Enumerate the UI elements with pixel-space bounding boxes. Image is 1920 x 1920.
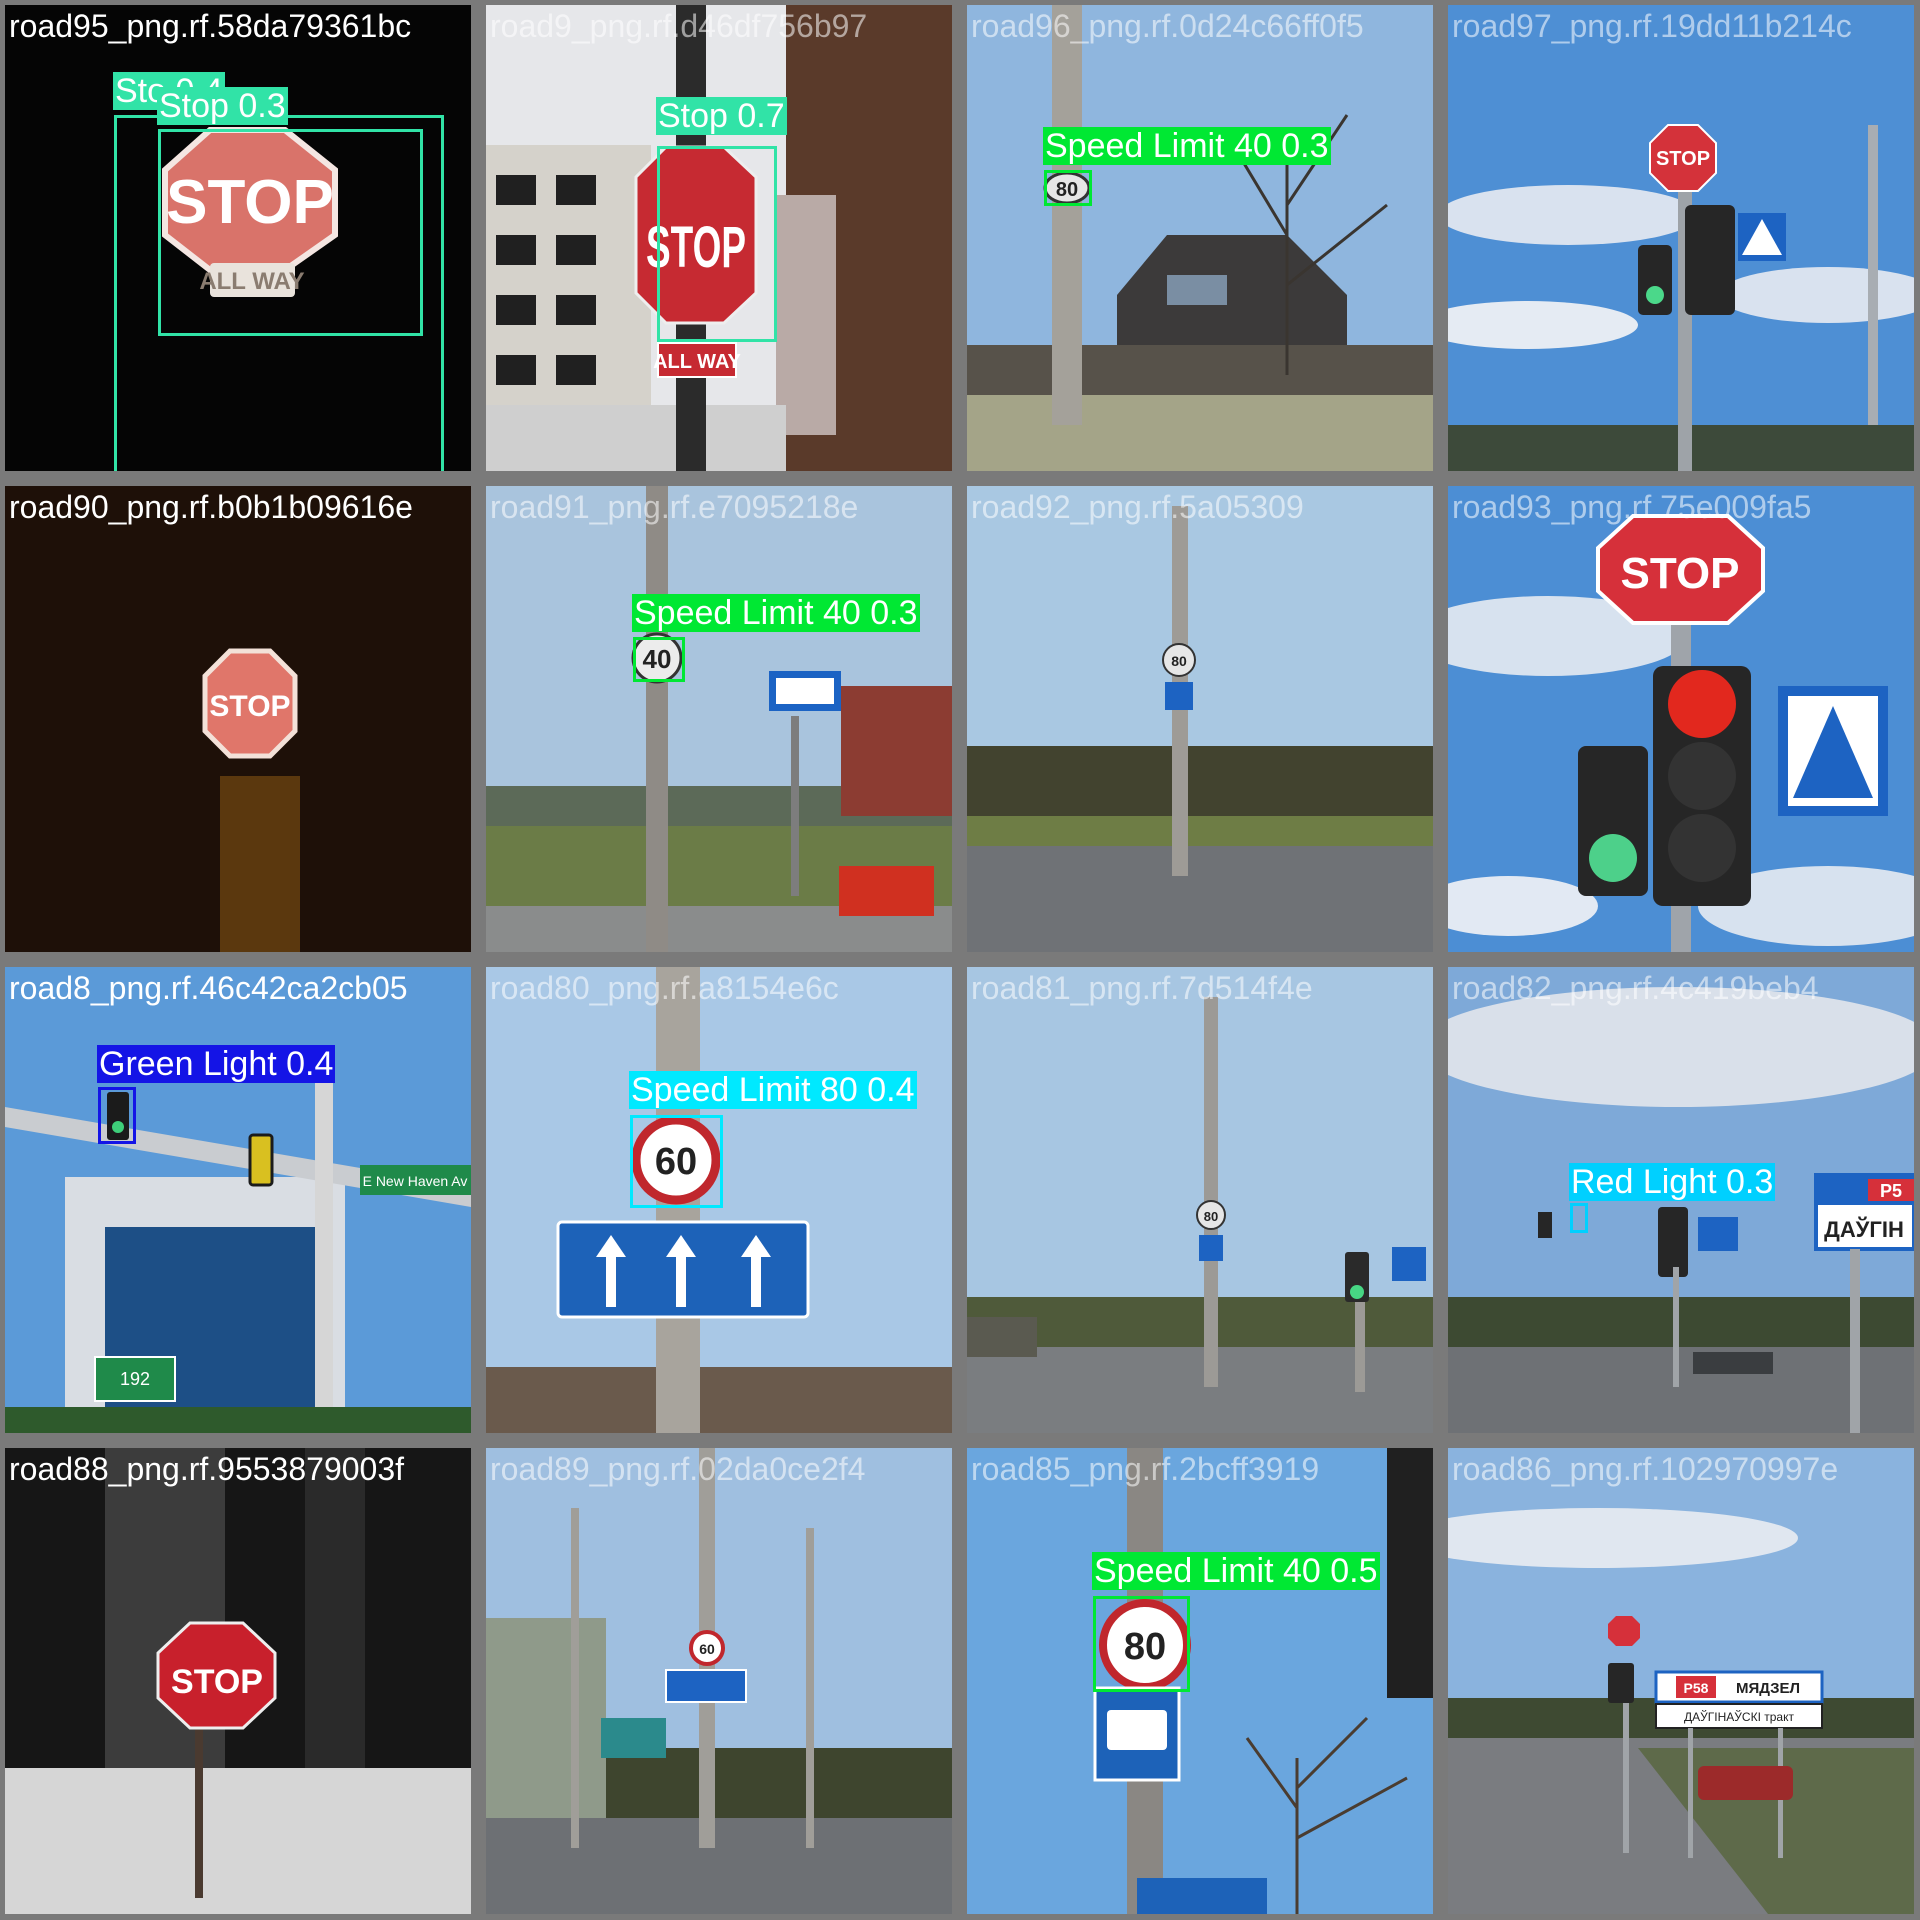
tile-road88: STOP road88_png.rf.9553879003f bbox=[5, 1448, 471, 1914]
tile-road80: 60 Speed Limit 80 0.4 road80_png.rf.a815… bbox=[486, 967, 952, 1433]
scene-80-text: 80 bbox=[1171, 653, 1187, 669]
tile-image: 40 bbox=[486, 486, 952, 952]
detection-box-speed-limit-40 bbox=[633, 637, 685, 682]
scene-40-text: 40 bbox=[643, 644, 672, 674]
tile-image: STOP bbox=[5, 486, 471, 952]
detection-label: Stop 0.7 bbox=[656, 97, 787, 135]
scene-stop-text: STOP bbox=[171, 1663, 263, 1701]
scene-cyr-myadzel-text: МЯДЗЕЛ bbox=[1736, 1680, 1800, 1697]
detection-box-speed-limit-40 bbox=[1044, 170, 1092, 206]
scene-stop-text: STOP bbox=[1620, 549, 1739, 598]
tile-road81: 80 road81_png.rf.7d514f4e bbox=[967, 967, 1433, 1433]
tile-road8: E New Haven Av 192 Green Light 0.4 road8… bbox=[5, 967, 471, 1433]
detection-label: Speed Limit 80 0.4 bbox=[629, 1071, 917, 1109]
tile-road85: 80 Speed Limit 40 0.5 road85_png.rf.2bcf… bbox=[967, 1448, 1433, 1914]
tile-image: 80 bbox=[967, 1448, 1433, 1914]
tile-road95: STOP ALL WAY Sto 0.4 Stop 0.3 road95_png… bbox=[5, 5, 471, 471]
tile-image: 60 bbox=[486, 1448, 952, 1914]
detection-label: Speed Limit 40 0.3 bbox=[632, 594, 920, 632]
tile-road92: 80 road92_png.rf.5a05309 bbox=[967, 486, 1433, 952]
scene-stop-text: STOP bbox=[166, 168, 334, 237]
scene-cyr-daugin-trakt-text: ДАЎГІНАЎСКІ тракт bbox=[1684, 1709, 1794, 1724]
scene-all-way-text: ALL WAY bbox=[653, 351, 741, 373]
detection-box-stop bbox=[158, 129, 423, 336]
detection-box-red-light bbox=[1570, 1203, 1588, 1233]
tile-image: STOP bbox=[1448, 5, 1914, 471]
scene-route-p58-text: P58 bbox=[1684, 1680, 1709, 1696]
scene-stop-text: STOP bbox=[646, 215, 746, 280]
scene-80-text: 80 bbox=[1204, 1209, 1218, 1224]
tile-road82: P5 ДАЎГІН Red Light 0.3 road82_png.rf.4c… bbox=[1448, 967, 1914, 1433]
detection-label: Speed Limit 40 0.3 bbox=[1043, 127, 1331, 165]
scene-60-text: 60 bbox=[699, 1641, 715, 1657]
scene-80-text: 80 bbox=[1056, 179, 1078, 201]
detection-box-stop bbox=[657, 146, 777, 342]
tile-image: STOP ALL WAY bbox=[486, 5, 952, 471]
tile-road93: STOP road93_png.rf.75e009fa5 bbox=[1448, 486, 1914, 952]
detection-label: Green Light 0.4 bbox=[97, 1045, 336, 1083]
scene-stop-text: STOP bbox=[209, 690, 290, 723]
detection-box-green-light bbox=[98, 1087, 136, 1144]
tile-image: STOP bbox=[5, 1448, 471, 1914]
tile-road9: STOP ALL WAY Stop 0.7 road9_png.rf.d46df… bbox=[486, 5, 952, 471]
tile-road97: STOP road97_png.rf.19dd11b214c bbox=[1448, 5, 1914, 471]
scene-80-text: 80 bbox=[1124, 1626, 1166, 1668]
tile-image: 80 bbox=[967, 5, 1433, 471]
tile-road89: 60 road89_png.rf.02da0ce2f4 bbox=[486, 1448, 952, 1914]
tile-image: 60 bbox=[486, 967, 952, 1433]
detection-box-speed-limit-40 bbox=[1093, 1596, 1190, 1692]
tile-image: E New Haven Av 192 bbox=[5, 967, 471, 1433]
detection-label: Red Light 0.3 bbox=[1569, 1163, 1776, 1201]
tile-road96: 80 Speed Limit 40 0.3 road96_png.rf.0d24… bbox=[967, 5, 1433, 471]
tile-image: P5 ДАЎГІН bbox=[1448, 967, 1914, 1433]
detection-label: Speed Limit 40 0.5 bbox=[1092, 1552, 1380, 1590]
detection-label: Stop 0.3 bbox=[157, 87, 288, 125]
scene-stop-text: STOP bbox=[1656, 148, 1710, 170]
tile-image: 80 bbox=[967, 967, 1433, 1433]
tile-image: STOP ALL WAY bbox=[5, 5, 471, 471]
scene-street-text: E New Haven Av bbox=[363, 1173, 468, 1189]
scene-192-text: 192 bbox=[120, 1369, 150, 1389]
scene-all-way-text: ALL WAY bbox=[199, 268, 304, 295]
tile-road86: P58 МЯДЗЕЛ ДАЎГІНАЎСКІ тракт road86_png.… bbox=[1448, 1448, 1914, 1914]
tile-image: STOP bbox=[1448, 486, 1914, 952]
tile-image: P58 МЯДЗЕЛ ДАЎГІНАЎСКІ тракт bbox=[1448, 1448, 1914, 1914]
tile-image: 80 bbox=[967, 486, 1433, 952]
scene-cyr-daugin-text: ДАЎГІН bbox=[1824, 1216, 1904, 1242]
tile-road91: 40 Speed Limit 40 0.3 road91_png.rf.e709… bbox=[486, 486, 952, 952]
tile-road90: STOP road90_png.rf.b0b1b09616e bbox=[5, 486, 471, 952]
scene-route-p5-text: P5 bbox=[1880, 1181, 1902, 1201]
detection-box-speed-limit-80 bbox=[630, 1115, 723, 1208]
scene-60-text: 60 bbox=[655, 1141, 697, 1183]
